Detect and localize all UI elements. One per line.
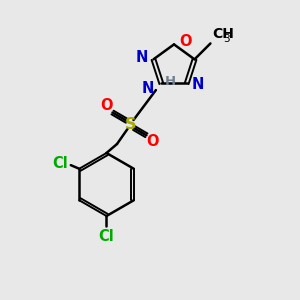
Text: O: O	[146, 134, 159, 149]
Text: Cl: Cl	[99, 229, 114, 244]
Text: 3: 3	[223, 34, 230, 44]
Text: N: N	[191, 77, 204, 92]
Text: N: N	[136, 50, 148, 65]
Text: O: O	[100, 98, 113, 113]
Text: H: H	[164, 75, 175, 88]
Text: Cl: Cl	[52, 156, 68, 171]
Text: S: S	[125, 117, 136, 132]
Text: O: O	[179, 34, 192, 50]
Text: N: N	[142, 81, 155, 96]
Text: CH: CH	[212, 27, 234, 41]
